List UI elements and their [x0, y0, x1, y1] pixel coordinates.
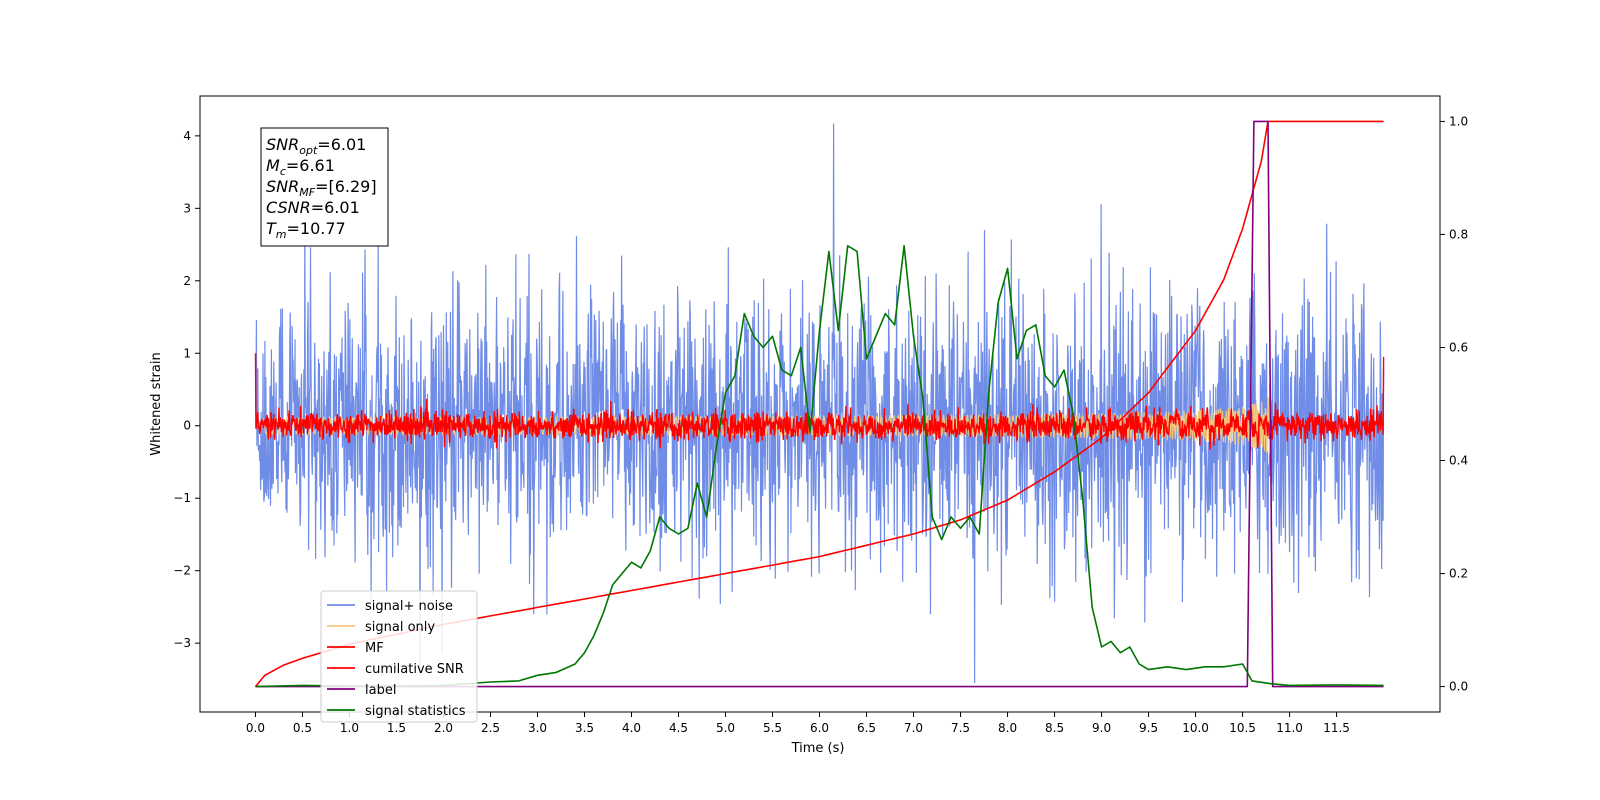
- annotation-sub: MF: [299, 186, 315, 199]
- y-right-tick-label: 0.4: [1449, 454, 1468, 468]
- legend-frame: [320, 590, 478, 723]
- y-right-tick-label: 0.6: [1449, 340, 1468, 354]
- legend-entry: label: [365, 683, 396, 698]
- legend-entry: cumilative SNR: [365, 662, 464, 677]
- annotation-base: CSNR: [266, 198, 311, 217]
- x-axis: 0.0 0.5 1.0 1.5 2.0 2.5 3.0 3.5 4.0 4.5 5.0 5.5 6.0 6…: [246, 712, 1350, 735]
- annotation-value: =6.61: [286, 156, 335, 175]
- legend-entry: signal only: [365, 620, 435, 635]
- annotation-value: =6.01: [311, 198, 360, 217]
- legend-entry: signal+ noise: [365, 599, 453, 614]
- annotation-value: =[6.29]: [315, 177, 377, 196]
- annotation-value: =6.01: [317, 135, 366, 154]
- x-tick-label: 8.0: [998, 721, 1017, 735]
- annotation-sub: c: [280, 165, 286, 178]
- y-right-tick-label: 0.0: [1449, 680, 1468, 694]
- x-tick-label: 4.5: [669, 721, 688, 735]
- x-tick-label: 5.5: [763, 721, 782, 735]
- y-left-tick-label: 4: [183, 129, 191, 143]
- annotation-line: Tm=10.77: [266, 219, 346, 241]
- y-left-tick-label: 0: [183, 419, 191, 433]
- x-tick-label: 11.5: [1323, 721, 1350, 735]
- series-cumulative-snr: [254, 120, 1384, 688]
- series-layer: [254, 120, 1385, 688]
- annotation-base: SNR: [266, 177, 299, 196]
- x-tick-label: 6.0: [810, 721, 829, 735]
- y-axis-label: Whitened strain: [149, 352, 164, 455]
- x-tick-label: 1.5: [387, 721, 406, 735]
- series-mf: [254, 353, 1385, 450]
- y-right-tick-label: 0.2: [1449, 567, 1468, 581]
- series-label: [255, 120, 1384, 688]
- y-left-tick-label: 2: [183, 274, 191, 288]
- x-tick-label: 9.5: [1139, 721, 1158, 735]
- legend: signal+ noise signal only MF cumilative SNR…: [320, 590, 478, 723]
- x-tick-label: 2.0: [434, 721, 453, 735]
- annotation-line: CSNR=6.01: [266, 198, 360, 217]
- legend-entry: signal statistics: [365, 704, 466, 719]
- x-tick-label: 3.0: [528, 721, 547, 735]
- x-tick-label: 11.0: [1276, 721, 1303, 735]
- annotation-line: Mc=6.61: [266, 156, 335, 178]
- x-tick-label: 5.0: [716, 721, 735, 735]
- annotation-sub: opt: [299, 144, 318, 157]
- x-tick-label: 8.5: [1045, 721, 1064, 735]
- y-right-tick-label: 0.8: [1449, 227, 1468, 241]
- x-tick-label: 0.5: [293, 721, 312, 735]
- annotation-sub: m: [276, 228, 287, 241]
- annotation-line: SNRopt=6.01: [266, 135, 366, 157]
- x-tick-label: 7.5: [951, 721, 970, 735]
- annotation-base: T: [266, 219, 277, 238]
- y-left-tick-label: −1: [173, 491, 191, 505]
- y-left-tick-label: −3: [173, 636, 191, 650]
- annotation-value: =10.77: [287, 219, 346, 238]
- x-tick-label: 10.0: [1182, 721, 1209, 735]
- y-left-tick-label: 1: [183, 346, 191, 360]
- y-left-tick-label: 3: [183, 201, 191, 215]
- annotation-base: SNR: [266, 135, 299, 154]
- x-tick-label: 7.0: [904, 721, 923, 735]
- x-tick-label: 6.5: [857, 721, 876, 735]
- series-signal-noise: [254, 123, 1385, 684]
- annotation-box: SNRopt=6.01Mc=6.61SNRMF=[6.29]CSNR=6.01T…: [260, 127, 389, 247]
- x-tick-label: 9.0: [1092, 721, 1111, 735]
- y-axis-right: 0.0 0.2 0.4 0.6 0.8 1.0: [1440, 114, 1468, 694]
- annotation-line: SNRMF=[6.29]: [266, 177, 377, 199]
- series-signal-statistics: [255, 245, 1384, 688]
- y-axis-left: −3 −2 −1 0 1 2 3 4: [173, 129, 200, 650]
- x-tick-label: 0.0: [246, 721, 265, 735]
- annotation-frame: [260, 127, 389, 247]
- x-tick-label: 4.0: [622, 721, 641, 735]
- x-tick-label: 3.5: [575, 721, 594, 735]
- x-tick-label: 2.5: [481, 721, 500, 735]
- y-left-tick-label: −2: [173, 564, 191, 578]
- x-tick-label: 1.0: [340, 721, 359, 735]
- x-tick-label: 10.5: [1229, 721, 1256, 735]
- y-right-tick-label: 1.0: [1449, 114, 1468, 128]
- annotation-base: M: [266, 156, 280, 175]
- legend-entry: MF: [365, 641, 384, 656]
- x-axis-label: Time (s): [791, 741, 845, 756]
